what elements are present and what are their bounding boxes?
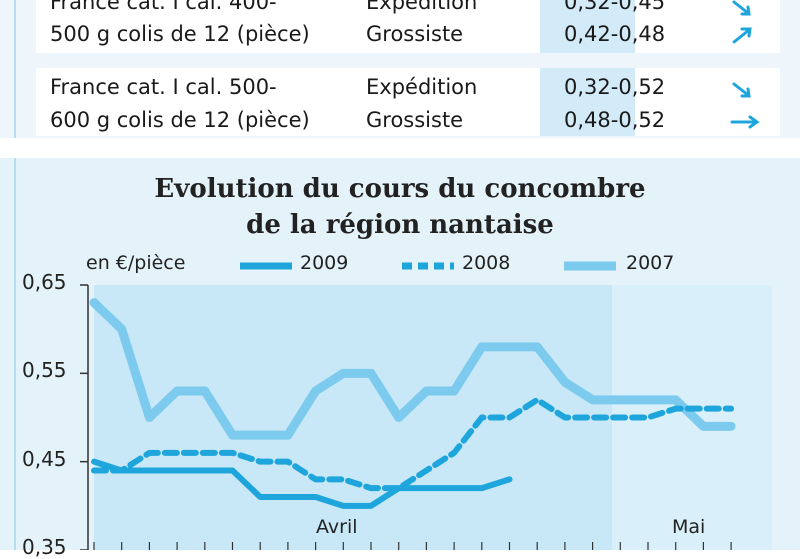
price-range: 0,42-0,48 <box>564 22 666 46</box>
series-line-2009 <box>91 458 513 509</box>
panel-border <box>14 158 16 550</box>
series-line-2007 <box>89 298 736 440</box>
product-name-line2: 500 g colis de 12 (pièce) <box>50 22 310 46</box>
legend-label-2007: 2007 <box>626 252 675 274</box>
product-name-line1: France cat. I cal. 500- <box>50 75 277 99</box>
product-name-line2: 600 g colis de 12 (pièce) <box>50 108 310 132</box>
month-label-may: Mai <box>672 516 706 538</box>
x-ticks <box>93 542 732 550</box>
trend-down-icon <box>732 0 751 16</box>
price-range: 0,32-0,45 <box>564 0 666 14</box>
price-cell-bg <box>540 0 635 53</box>
trend-stable-icon <box>730 115 760 129</box>
y-ticks <box>80 284 88 550</box>
price-range: 0,48-0,52 <box>564 108 666 132</box>
panel-border <box>14 0 16 138</box>
stage-label: Grossiste <box>366 108 464 132</box>
series-line-2008 <box>91 396 735 492</box>
y-tick-label: 0,45 <box>22 447 67 471</box>
stage-label: Grossiste <box>366 22 464 46</box>
trend-up-icon <box>732 27 752 44</box>
month-label-april: Avril <box>316 516 358 538</box>
stage-label: Expédition <box>366 0 478 14</box>
trend-down-icon <box>732 82 751 98</box>
table-row <box>36 68 780 136</box>
price-range: 0,32-0,52 <box>564 75 666 99</box>
series-layer <box>89 298 736 509</box>
chart-title: de la région nantaise <box>246 210 554 240</box>
legend-label-2009: 2009 <box>300 252 349 274</box>
y-tick-label: 0,65 <box>22 270 67 294</box>
y-tick-label: 0,55 <box>22 358 67 382</box>
price-cell-bg <box>540 68 635 136</box>
legend-label-2008: 2008 <box>462 252 511 274</box>
stage-label: Expédition <box>366 75 478 99</box>
chart-title: Evolution du cours du concombre <box>154 174 646 204</box>
table-row <box>36 0 780 53</box>
unit-label: en €/pièce <box>86 252 186 274</box>
price-table: France cat. I cal. 400- 500 g colis de 1… <box>0 0 800 138</box>
product-name-line1: France cat. I cal. 400- <box>50 0 277 14</box>
